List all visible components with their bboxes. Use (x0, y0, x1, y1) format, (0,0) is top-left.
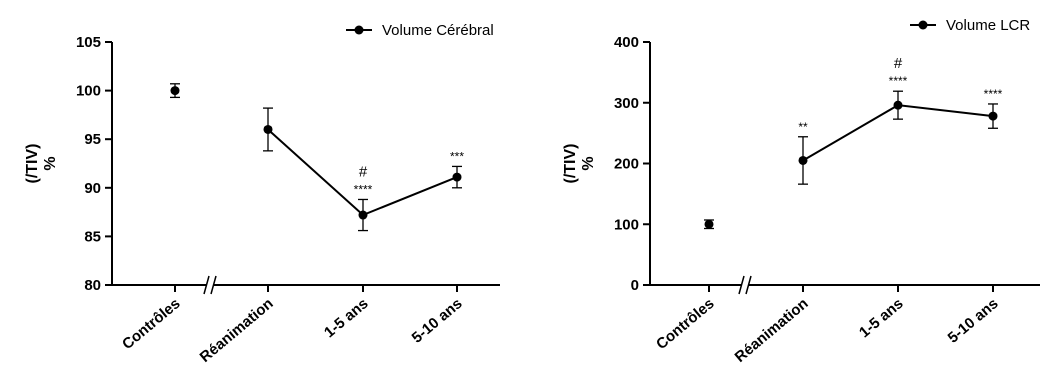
x-tick-label-group: Réanimation (732, 295, 812, 366)
data-point (263, 124, 273, 134)
legend-marker (918, 20, 928, 30)
x-tick-label: Réanimation (197, 295, 277, 366)
x-tick-label-group: Contrôles (119, 295, 184, 353)
x-tick-label: 1-5 ans (321, 295, 372, 341)
significance-label: **** (354, 182, 373, 196)
axis-break-mark (210, 275, 217, 295)
significance-label: **** (889, 74, 908, 88)
y-axis-label-line: % (42, 156, 59, 170)
significance-label: **** (984, 87, 1003, 101)
y-tick-label: 300 (614, 95, 639, 112)
y-tick-label: 95 (84, 131, 101, 148)
x-tick-label: Contrôles (653, 295, 718, 353)
data-point (893, 100, 903, 110)
x-tick-label-group: 1-5 ans (856, 295, 907, 341)
x-tick-label-group: Contrôles (653, 295, 718, 353)
x-tick-label: 5-10 ans (945, 295, 1002, 347)
x-tick-label: 1-5 ans (856, 295, 907, 341)
data-point (704, 219, 714, 229)
y-tick-label: 200 (614, 156, 639, 173)
y-tick-label: 100 (614, 216, 639, 233)
x-tick-label-group: Réanimation (197, 295, 277, 366)
legend-marker (354, 25, 364, 35)
y-axis-label-line: (/TIV) (562, 144, 579, 184)
y-tick-label: 90 (84, 180, 101, 197)
y-axis-label: (/TIV)% (562, 144, 597, 184)
axis-break-mark (203, 275, 210, 295)
significance-label: *** (450, 149, 464, 163)
x-tick-label-group: 5-10 ans (409, 295, 466, 347)
chart-panel-2: 0 100 200 300 400 (/TIV) % Contrôles Réanimation… (562, 17, 1040, 366)
x-tick-label-group: 5-10 ans (945, 295, 1002, 347)
hash-label: # (894, 55, 903, 72)
data-point (358, 210, 368, 220)
data-point (988, 111, 998, 121)
y-axis-label-line: % (580, 156, 597, 170)
x-tick-label: Contrôles (119, 295, 184, 353)
x-tick-label-group: 1-5 ans (321, 295, 372, 341)
y-tick-label: 85 (84, 228, 101, 245)
data-point (170, 86, 180, 96)
y-axis-label-line: (/TIV) (24, 144, 41, 184)
x-tick-label: 5-10 ans (409, 295, 466, 347)
y-tick-label: 105 (76, 34, 101, 51)
y-tick-label: 100 (76, 83, 101, 100)
data-point (452, 172, 462, 182)
legend-label: Volume Cérébral (382, 22, 494, 39)
y-tick-label: 80 (84, 277, 101, 294)
chart-panel-1: 80 85 90 95 100 105 (/TIV) % Contrôles Réanimatio… (24, 22, 500, 366)
y-tick-label: 400 (614, 34, 639, 51)
axis-break-mark (738, 275, 745, 295)
axis-break-mark (745, 275, 752, 295)
x-tick-label: Réanimation (732, 295, 812, 366)
hash-label: # (359, 163, 368, 180)
significance-label: ** (798, 120, 808, 134)
y-axis-label: (/TIV)% (24, 144, 59, 184)
data-point (798, 155, 808, 165)
legend-label: Volume LCR (946, 17, 1030, 34)
y-tick-label: 0 (631, 277, 639, 294)
